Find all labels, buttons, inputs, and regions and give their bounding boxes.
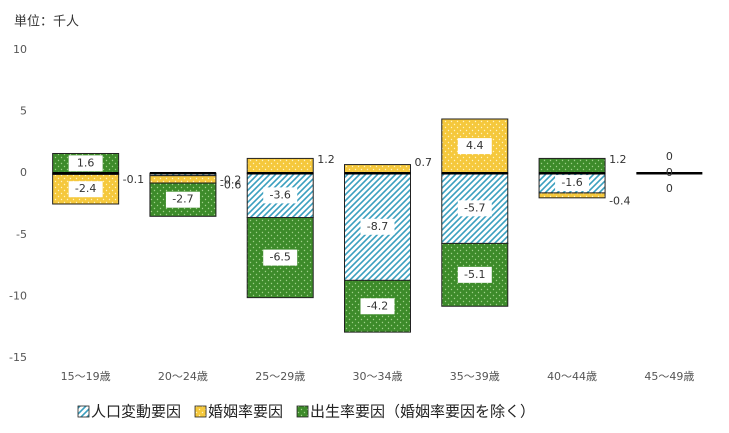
label-box — [263, 249, 298, 266]
bar-segment — [538, 157, 606, 174]
y-tick-label: -15 — [9, 351, 27, 364]
legend-label: 婚姻率要因 — [208, 403, 283, 421]
data-label: 0.7 — [415, 156, 433, 169]
data-label: -0.4 — [609, 194, 630, 207]
legend-label: 人口変動要因 — [91, 403, 181, 421]
legend-swatch — [77, 405, 90, 418]
bar-segment — [538, 192, 606, 199]
x-tick-label: 25〜29歳 — [255, 370, 305, 383]
data-label: 0 — [666, 182, 673, 195]
x-tick-label: 15〜19歳 — [61, 370, 111, 383]
data-label: 1.6 — [77, 156, 95, 169]
data-label: 4.4 — [466, 139, 484, 152]
bar-segment — [344, 164, 411, 174]
x-tick-label: 45〜49歳 — [644, 370, 694, 383]
unit-label: 単位：千人 — [14, 14, 79, 30]
y-tick-label: -10 — [9, 289, 27, 302]
data-label: -5.7 — [464, 201, 485, 214]
bar-segment — [246, 157, 314, 174]
data-label: -1.6 — [561, 176, 582, 189]
label-box — [263, 187, 298, 204]
data-label: -5.1 — [464, 268, 485, 281]
x-tick-label: 20〜24歳 — [158, 370, 208, 383]
y-tick-label: 0 — [20, 166, 27, 179]
data-label: -6.5 — [269, 251, 290, 264]
data-label: -0.6 — [220, 178, 241, 191]
legend-swatch — [296, 405, 309, 418]
label-box — [68, 155, 103, 172]
x-tick-label: 35〜39歳 — [450, 370, 500, 383]
legend-label: 出生率要因（婚姻率要因を除く） — [310, 403, 535, 421]
label-box — [360, 298, 395, 315]
data-label: -0.1 — [123, 173, 144, 186]
bar-segment — [149, 175, 217, 184]
y-tick-label: 10 — [13, 43, 27, 56]
data-label: -3.6 — [269, 188, 290, 201]
data-label: -2.4 — [75, 182, 96, 195]
data-label: -2.7 — [172, 193, 193, 206]
data-label: -0.2 — [220, 173, 241, 186]
data-label: 1.2 — [609, 153, 627, 166]
data-label: 1.2 — [317, 153, 335, 166]
data-label: 0 — [666, 166, 673, 179]
label-box — [165, 191, 200, 208]
label-box — [457, 200, 492, 217]
label-box — [555, 175, 590, 192]
legend-swatch — [194, 405, 207, 418]
y-tick-label: -5 — [16, 228, 27, 241]
label-box — [457, 266, 492, 283]
label-box — [360, 218, 395, 235]
data-label: -4.2 — [367, 299, 388, 312]
label-box — [68, 181, 103, 198]
x-tick-label: 30〜34歳 — [353, 370, 403, 383]
label-box — [457, 138, 492, 155]
data-label: 0 — [666, 150, 673, 163]
data-label: -8.7 — [367, 220, 388, 233]
y-tick-label: 5 — [20, 105, 27, 118]
x-tick-label: 40〜44歳 — [547, 370, 597, 383]
